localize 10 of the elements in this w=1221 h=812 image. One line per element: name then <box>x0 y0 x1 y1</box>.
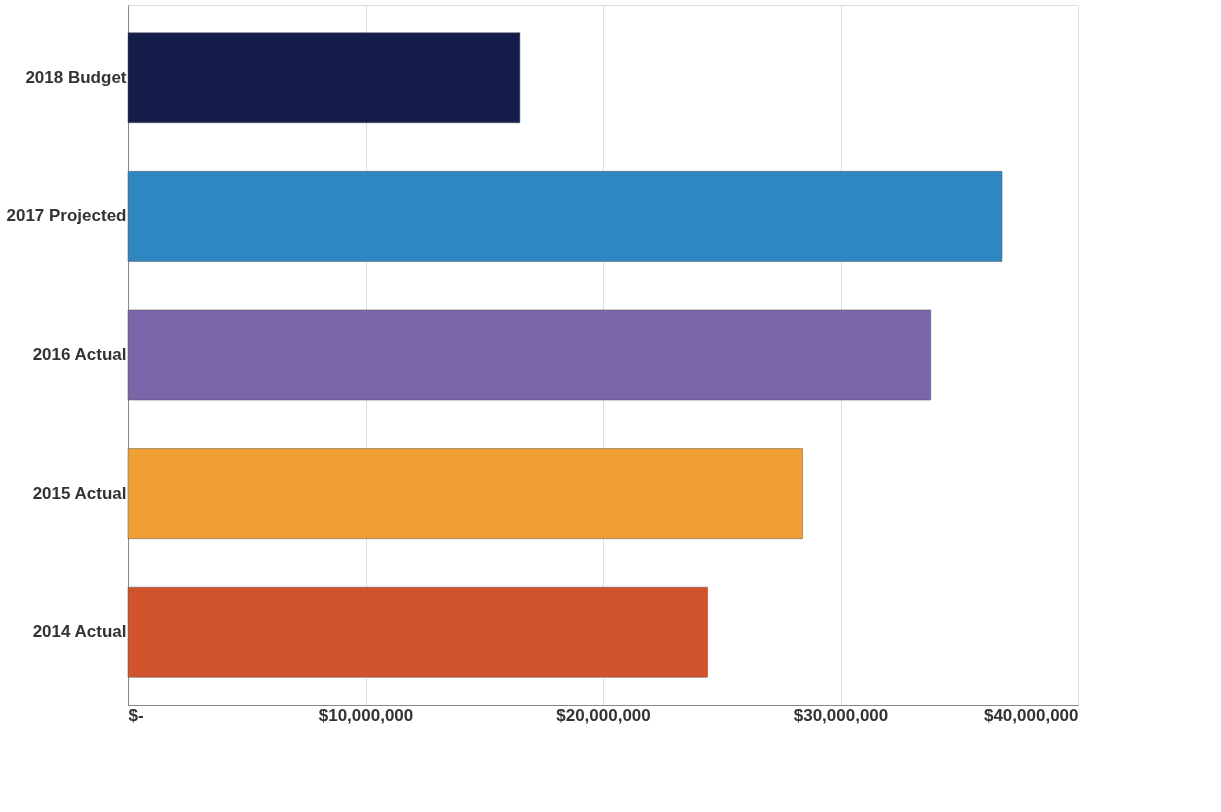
y-tick-label: 2017 Projected <box>6 206 127 226</box>
x-tick-label: $- <box>128 705 144 725</box>
x-tick-label: $30,000,000 <box>793 705 889 725</box>
y-tick-label: 2015 Actual <box>32 483 127 503</box>
x-tick-label: $40,000,000 <box>983 705 1079 725</box>
x-tick-label: $10,000,000 <box>318 705 414 725</box>
y-tick-label: 2018 Budget <box>25 67 127 87</box>
y-tick-label: 2014 Actual <box>32 622 127 642</box>
x-tick-label: $20,000,000 <box>556 705 651 725</box>
y-tick-label: 2016 Actual <box>32 345 127 364</box>
